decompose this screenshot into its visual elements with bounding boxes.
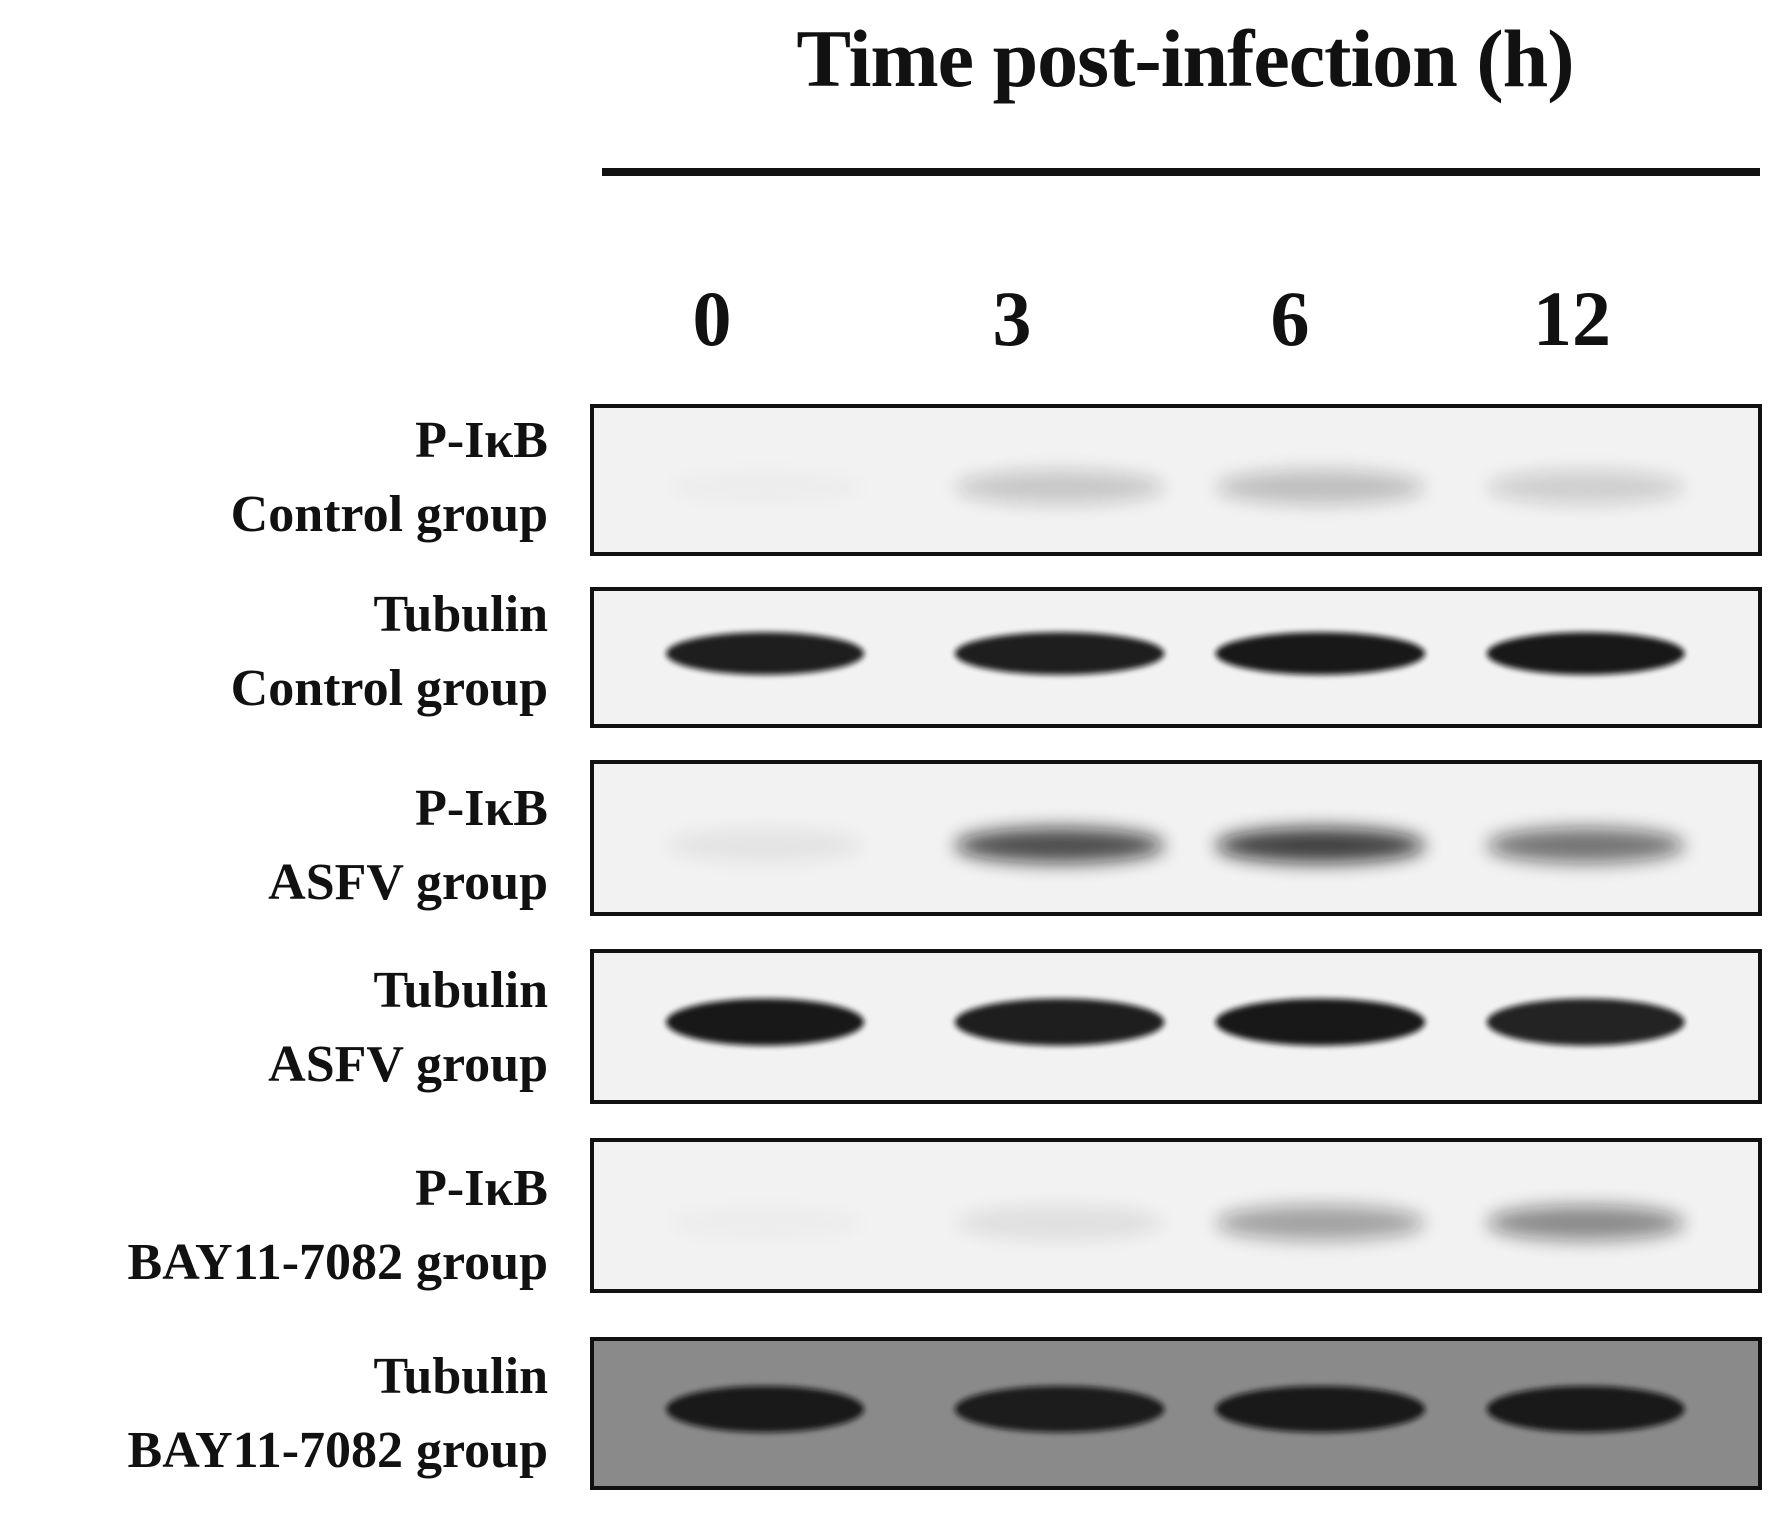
band-lane-0h (666, 470, 864, 505)
lane-label-3h: 3 (992, 275, 1032, 362)
blot-p-ikb-control (590, 404, 1762, 556)
band-lane-6h (1215, 998, 1426, 1046)
band-lane-0h (666, 632, 865, 675)
band-lane-3h (954, 827, 1165, 864)
band-lane-3h (954, 1205, 1165, 1241)
band-lane-6h (1215, 632, 1426, 675)
panel-label-p-ikb-bay: P-IκB BAY11-7082 group (0, 1152, 548, 1300)
blot-p-ikb-bay (590, 1138, 1762, 1293)
band-lane-0h (666, 827, 865, 864)
panel-group-label: Control group (230, 660, 548, 717)
band-lane-0h (666, 1385, 865, 1433)
blot-tubulin-bay (590, 1337, 1762, 1490)
band-lane-0h (666, 1205, 864, 1240)
title-underline (602, 168, 1760, 176)
band-lane-3h (954, 1385, 1165, 1433)
panel-group-label: ASFV group (268, 1036, 548, 1093)
panel-protein-label: P-IκB (415, 1160, 548, 1217)
band-lane-12h (1486, 1385, 1685, 1433)
panel-label-p-ikb-control: P-IκB Control group (0, 404, 548, 552)
panel-label-p-ikb-asfv: P-IκB ASFV group (0, 772, 548, 920)
band-lane-12h (1486, 998, 1685, 1046)
blot-membrane-svg (594, 1142, 1758, 1289)
band-lane-3h (954, 469, 1165, 505)
band-lane-12h (1486, 1205, 1685, 1241)
blot-p-ikb-asfv (590, 760, 1762, 916)
panel-group-label: Control group (230, 486, 548, 543)
lane-label-12h: 12 (1533, 275, 1611, 362)
band-lane-0h (666, 998, 865, 1046)
lane-label-0h: 0 (692, 275, 732, 362)
band-lane-3h (954, 998, 1165, 1046)
band-lane-6h (1215, 1385, 1426, 1433)
panel-protein-label: P-IκB (415, 780, 548, 837)
blot-membrane-svg (594, 953, 1758, 1100)
figure-title: Time post-infection (h) (796, 13, 1574, 104)
blot-membrane-svg (594, 408, 1758, 552)
band-lane-6h (1215, 1205, 1426, 1241)
panel-label-tubulin-asfv: Tubulin ASFV group (0, 954, 548, 1102)
band-lane-3h (954, 632, 1165, 675)
panel-protein-label: Tubulin (373, 586, 548, 643)
panel-group-label: BAY11-7082 group (127, 1422, 548, 1479)
panel-group-label: BAY11-7082 group (127, 1234, 548, 1291)
panel-protein-label: Tubulin (373, 1348, 548, 1405)
band-lane-6h (1215, 469, 1426, 505)
blot-membrane-svg (594, 591, 1758, 724)
blot-tubulin-asfv (590, 949, 1762, 1104)
lane-label-6h: 6 (1270, 275, 1310, 362)
panel-label-tubulin-bay: Tubulin BAY11-7082 group (0, 1340, 548, 1488)
band-lane-12h (1486, 469, 1685, 505)
panel-group-label: ASFV group (268, 854, 548, 911)
blot-membrane-svg (594, 1341, 1758, 1486)
band-lane-6h (1215, 827, 1426, 864)
panel-protein-label: Tubulin (373, 962, 548, 1019)
panel-protein-label: P-IκB (415, 412, 548, 469)
band-lane-12h (1486, 827, 1685, 864)
blot-membrane-svg (594, 764, 1758, 912)
blot-tubulin-control (590, 587, 1762, 728)
panel-label-tubulin-control: Tubulin Control group (0, 578, 548, 726)
band-lane-12h (1486, 632, 1685, 675)
